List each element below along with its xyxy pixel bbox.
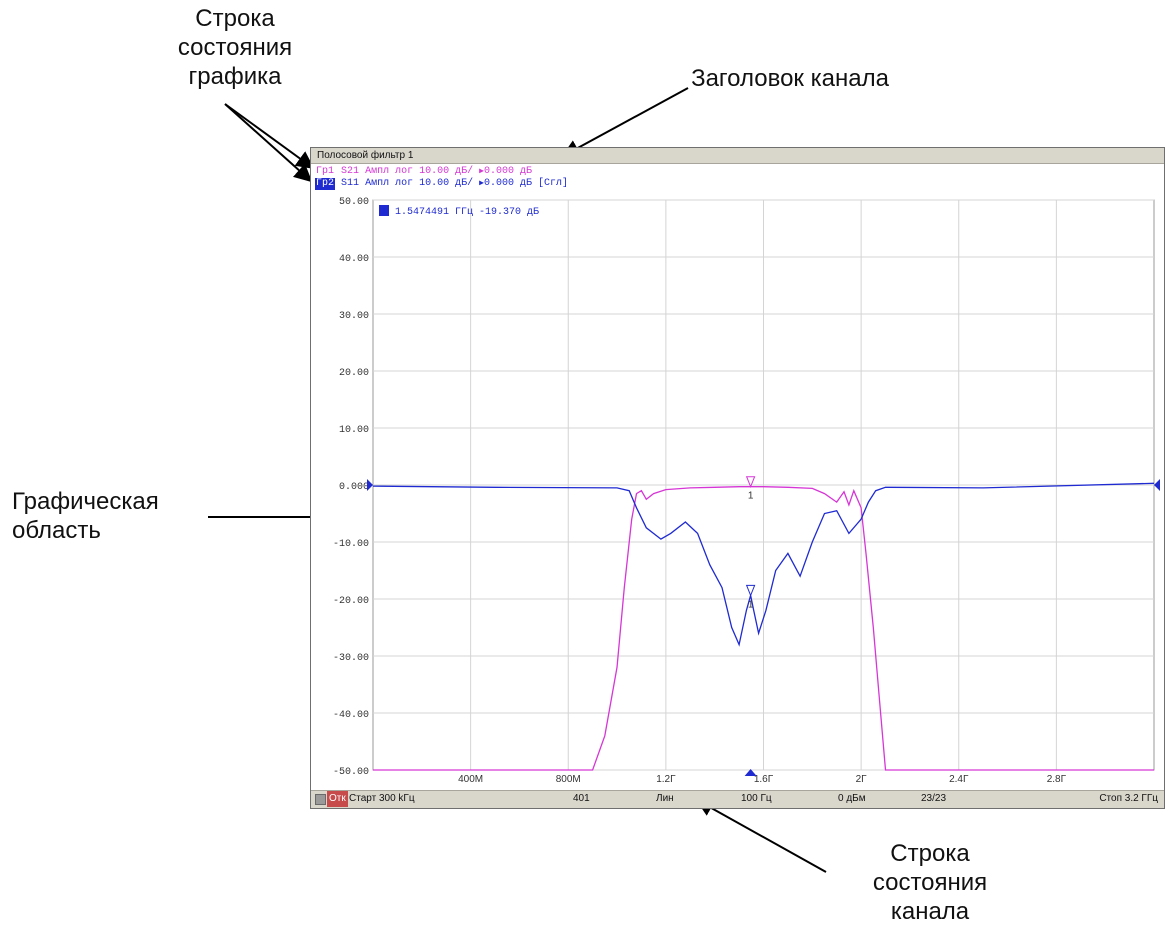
status-off[interactable]: Отк [327,791,348,807]
x-tick-label: 800M [556,774,581,785]
x-tick-label: 400M [458,774,483,785]
callout-channel-status: Строка состояния канала [872,840,988,925]
series-line-s21 [373,486,1154,771]
y-tick-label: -40.00 [333,710,369,721]
x-tick-label: 2Г [856,774,868,785]
y-tick-label: -10.00 [333,539,369,550]
trace2-ref[interactable]: 0.000 дБ [483,178,532,189]
trace2-format[interactable]: Ампл лог [365,178,414,189]
ref-triangle-icon: ▶ [479,167,484,176]
callout-trace-status: Строка состояния графика [177,5,293,90]
status-points[interactable]: 401 [573,793,590,804]
trace1-tag[interactable]: Гр1 [316,166,335,177]
stimulus-marker-icon [744,769,757,776]
graph-area[interactable]: 50.00 40.00 30.00 20.00 10.00 0.000 -10.00 -20.… [311,148,1164,808]
y-tick-label: 20.00 [339,368,369,379]
y-tick-label: -20.00 [333,596,369,607]
arrow-to-trace1 [224,103,315,170]
y-tick-label: 0.000 [339,482,369,493]
callout-channel-title: Заголовок канала [691,65,889,92]
status-ifbw[interactable]: 100 Гц [741,793,772,804]
y-tick-label: 50.00 [339,197,369,208]
marker-triangle-icon [745,476,756,489]
marker-label: 1 [748,491,754,502]
x-tick-label: 2.4Г [949,774,969,785]
trace1-ref[interactable]: 0.000 дБ [483,166,532,177]
trace2-scale[interactable]: 10.00 дБ/ [419,178,474,189]
trace2-status-line[interactable]: Гр2 S11 Ампл лог 10.00 дБ/ ▶0.000 дБ [Сг… [315,178,568,190]
y-tick-label: 10.00 [339,425,369,436]
status-sweep-type[interactable]: Лин [656,793,674,804]
channel-status-bar: Отк Старт 300 kГц 401 Лин 100 Гц 0 дБм 2… [311,790,1164,808]
series-line-s11 [372,482,1155,647]
trace2-param[interactable]: S11 [341,178,360,189]
channel-title: Полосовой фильтр 1 [317,150,414,161]
channel-window[interactable]: Полосовой фильтр 1 Гр1 S21 Ампл лог 10.0… [310,147,1165,809]
trace2-tag[interactable]: Гр2 [315,178,336,190]
y-tick-label: -30.00 [333,653,369,664]
status-power[interactable]: 0 дБм [838,793,866,804]
channel-indicator-icon[interactable] [315,794,326,805]
y-tick-label: 30.00 [339,311,369,322]
marker-triangle-icon [745,584,756,597]
arrow-to-status [695,799,827,873]
ref-triangle-icon: ▶ [479,179,484,188]
trace1-format[interactable]: Ампл лог [365,166,414,177]
trace2-smoothing[interactable]: [Сгл] [537,178,568,189]
trace1-status-line[interactable]: Гр1 S21 Ампл лог 10.00 дБ/ ▶0.000 дБ [315,166,532,178]
status-stop[interactable]: Стоп 3.2 ГГц [1099,793,1158,804]
x-tick-label: 2.8Г [1047,774,1067,785]
status-averaging[interactable]: 23/23 [921,793,947,804]
ref-level-right-icon [1154,479,1160,491]
y-tick-label: -50.00 [333,767,369,778]
callout-graph-area: Графическая область [12,488,159,544]
x-tick-label: 1.6Г [754,774,774,785]
marker-index-box [379,205,389,216]
marker-index: 1 [381,207,387,218]
arrow-to-title [561,87,689,157]
channel-title-bar[interactable]: Полосовой фильтр 1 [311,148,1164,164]
marker-readout: 1.5474491 ГГц -19.370 дБ [395,207,539,218]
arrow-to-trace2 [224,103,313,183]
trace1-param[interactable]: S21 [341,166,360,177]
marker-label: 1 [748,599,754,610]
y-tick-label: 40.00 [339,254,369,265]
trace1-scale[interactable]: 10.00 дБ/ [419,166,474,177]
status-start[interactable]: Старт 300 kГц [349,793,415,804]
ref-level-left-icon [367,479,373,491]
x-tick-label: 1.2Г [656,774,676,785]
